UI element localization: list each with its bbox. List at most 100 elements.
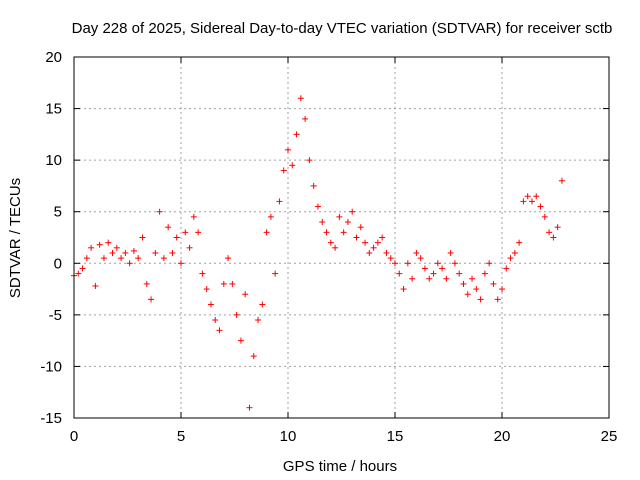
data-point [272,270,279,277]
data-point [96,241,103,248]
data-point [195,229,202,236]
data-point [447,249,454,256]
data-point [456,270,463,277]
y-tick-label: -5 [49,307,62,324]
x-tick-label: 20 [494,428,511,445]
data-point [554,224,561,231]
data-point [469,275,476,282]
data-point [417,255,424,262]
data-point [225,255,232,262]
data-point [152,249,159,256]
data-point [396,270,403,277]
y-tick-label: 5 [54,204,62,221]
data-point [524,193,531,200]
data-point [528,198,535,205]
data-point [353,234,360,241]
data-point [126,260,133,267]
data-point [430,270,437,277]
data-point [439,265,446,272]
data-point [88,244,95,251]
data-point [182,229,189,236]
data-point [314,203,321,210]
data-point [293,131,300,138]
data-point [100,255,107,262]
data-point [118,255,125,262]
data-point [533,193,540,200]
plot-frame [73,56,610,419]
data-point [550,234,557,241]
data-point [460,280,467,287]
data-point [297,95,304,102]
data-point [280,167,287,174]
data-point [516,239,523,246]
data-point [75,270,82,277]
data-point [212,317,219,324]
data-point [148,296,155,303]
y-tick-label: 15 [45,101,62,118]
x-tick-label: 15 [387,428,404,445]
data-point [349,208,356,215]
data-point [558,177,565,184]
data-point [511,249,518,256]
data-point [546,229,553,236]
data-point [507,255,514,262]
data-point [490,280,497,287]
data-point [199,270,206,277]
data-point [220,280,227,287]
data-point [409,275,416,282]
x-tick-label: 0 [70,428,78,445]
y-axis-label: SDTVAR / TECUs [7,178,24,298]
data-point [156,208,163,215]
data-points [71,95,565,411]
y-tick-label: -15 [40,410,62,427]
data-point [207,301,214,308]
data-point [259,301,266,308]
data-point [503,265,510,272]
data-point [242,291,249,298]
data-point [473,286,480,293]
data-point [267,213,274,220]
data-point [404,260,411,267]
data-point [434,260,441,267]
axis-ticks: 0 5 10 15 20 25 -15 -10 -5 0 5 10 15 20 [40,49,617,445]
data-point [323,229,330,236]
data-point [332,244,339,251]
data-point [426,275,433,282]
y-tick-label: -10 [40,358,62,375]
data-point [344,219,351,226]
data-point [443,275,450,282]
data-point [486,260,493,267]
x-axis-label: GPS time / hours [283,458,397,475]
x-tick-label: 5 [177,428,185,445]
data-point [366,249,373,256]
data-point [130,247,137,254]
data-point [306,157,313,164]
data-point [477,296,484,303]
data-point [169,249,176,256]
data-point [285,146,291,153]
data-point [392,260,398,267]
data-point [362,239,369,246]
data-point [255,317,262,324]
data-point [387,255,394,262]
y-tick-label: 10 [45,152,62,169]
data-point [336,213,343,220]
data-point [135,255,142,262]
data-point [203,286,210,293]
data-point [520,198,527,205]
data-point [327,239,334,246]
data-point [233,311,240,318]
x-tick-label: 25 [601,428,618,445]
data-point [379,234,386,241]
data-point [79,265,86,272]
data-point [319,219,326,226]
data-point [143,280,150,287]
data-point [276,198,283,205]
data-point [165,224,172,231]
data-point [370,244,377,251]
data-point [190,213,197,220]
data-point [537,203,544,210]
data-point [263,229,270,236]
data-point [374,239,381,246]
